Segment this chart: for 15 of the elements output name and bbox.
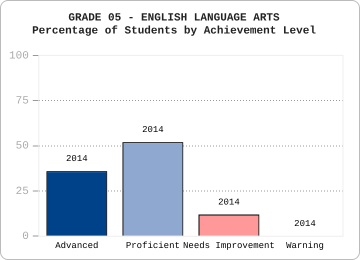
chart-title: GRADE 05 - ENGLISH LANGUAGE ARTS [68, 12, 280, 24]
chart-subtitle: Percentage of Students by Achievement Level [32, 24, 316, 38]
x-tick-label: Warning [286, 240, 324, 251]
y-tick-label: 75 [16, 96, 29, 108]
text: 2014 [142, 125, 164, 136]
y-tick-label: 25 [16, 186, 29, 198]
y-tick-label: 100 [8, 50, 29, 62]
text: 2014 [218, 197, 240, 208]
x-tick-label: Needs Improvement [183, 240, 275, 251]
series-label: 2014 [66, 154, 88, 164]
x-tick-label: Advanced [55, 240, 98, 251]
y-tick-label: 50 [16, 140, 29, 153]
text: 2014 [294, 219, 316, 230]
y-tick-label: 0 [22, 231, 29, 244]
x-tick-label: Proficient [126, 240, 180, 251]
